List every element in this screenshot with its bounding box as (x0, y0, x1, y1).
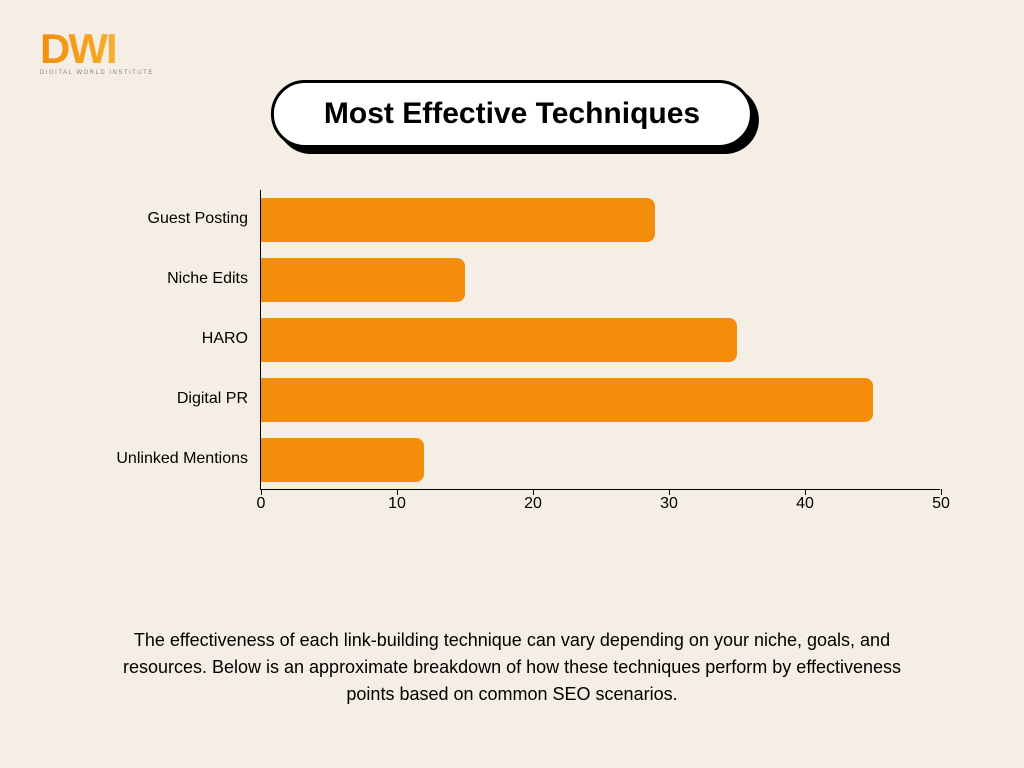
bar (261, 378, 873, 422)
bar-row: HARO (261, 310, 940, 370)
x-tick-label: 0 (257, 495, 266, 513)
bar (261, 438, 424, 482)
x-tick-label: 10 (388, 495, 406, 513)
category-label: Guest Posting (108, 210, 248, 228)
chart-caption: The effectiveness of each link-building … (122, 627, 902, 708)
logo: DWI DIGITAL WORLD INSTITUTE (40, 30, 154, 76)
logo-subtitle: DIGITAL WORLD INSTITUTE (40, 70, 154, 76)
bar (261, 258, 465, 302)
bar-row: Unlinked Mentions (261, 430, 940, 490)
effectiveness-chart: Guest PostingNiche EditsHARODigital PRUn… (120, 190, 940, 540)
bar (261, 318, 737, 362)
bar (261, 198, 655, 242)
page-title: Most Effective Techniques (271, 80, 753, 148)
category-label: Niche Edits (108, 270, 248, 288)
x-tick-label: 40 (796, 495, 814, 513)
category-label: Unlinked Mentions (108, 450, 248, 468)
chart-plot-area: Guest PostingNiche EditsHARODigital PRUn… (260, 190, 940, 490)
x-tick-label: 50 (932, 495, 950, 513)
x-tick-label: 30 (660, 495, 678, 513)
bar-row: Digital PR (261, 370, 940, 430)
bar-row: Niche Edits (261, 250, 940, 310)
category-label: HARO (108, 330, 248, 348)
logo-main: DWI (40, 30, 154, 68)
bar-row: Guest Posting (261, 190, 940, 250)
category-label: Digital PR (108, 390, 248, 408)
x-tick-label: 20 (524, 495, 542, 513)
